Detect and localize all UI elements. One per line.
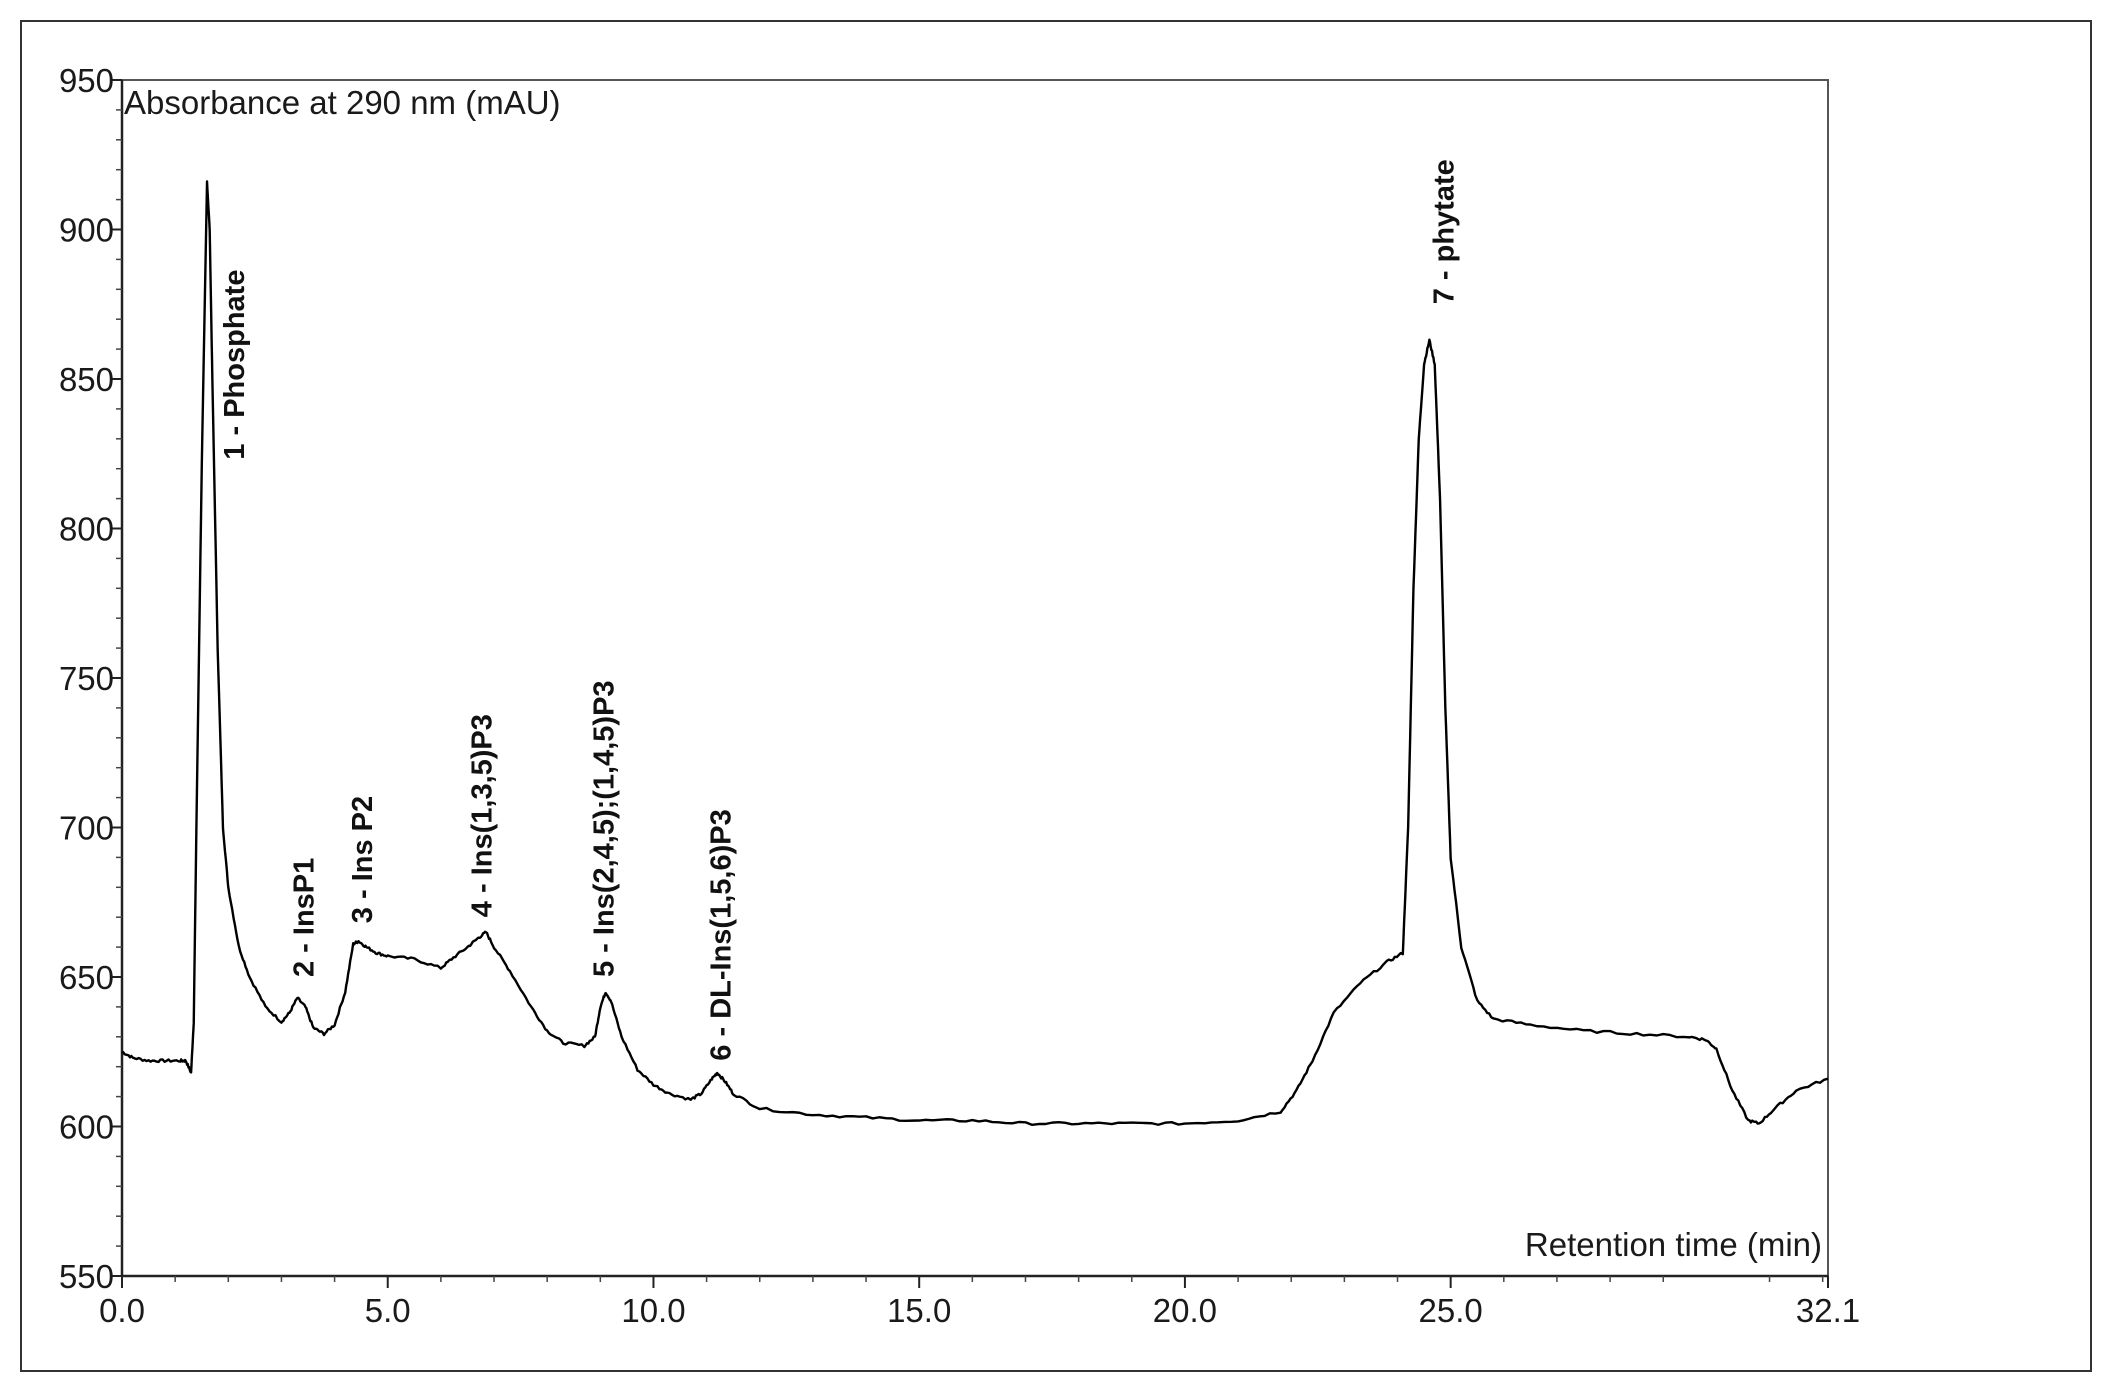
y-tick-label: 900: [59, 212, 114, 249]
y-tick-label: 650: [59, 959, 114, 996]
plot-area: 550 600 650 700 750 800 850 900 950 0.0 5.0 10.0 15.…: [59, 62, 1860, 1329]
x-tick-label: 5.0: [365, 1292, 411, 1329]
peak-label: 4 - Ins(1,3,5)P3: [466, 714, 498, 917]
peak-label: 7 - phytate: [1428, 159, 1460, 304]
y-axis-title: Absorbance at 290 nm (mAU): [124, 84, 561, 121]
figure-frame: [20, 20, 2092, 1372]
y-tick-label: 750: [59, 660, 114, 697]
chromatogram-line: [121, 180, 1829, 1127]
x-tick-label: 10.0: [621, 1292, 685, 1329]
x-tick-label: 25.0: [1419, 1292, 1483, 1329]
peak-label: 3 - Ins P2: [347, 796, 379, 923]
peak-label: 2 - InsP1: [288, 858, 320, 977]
y-tick-label: 700: [59, 810, 114, 847]
y-tick-label: 600: [59, 1109, 114, 1146]
y-tick-label: 850: [59, 361, 114, 398]
x-tick-label: 0.0: [99, 1292, 145, 1329]
y-tick-label: 950: [59, 62, 114, 99]
peak-label: 6 - DL-Ins(1,5,6)P3: [706, 809, 738, 1060]
x-tick-label: 15.0: [887, 1292, 951, 1329]
y-tick-label: 800: [59, 511, 114, 548]
peak-label: 1 - Phosphate: [219, 270, 251, 460]
x-axis-title: Retention time (min): [1525, 1226, 1822, 1263]
plot-border: [121, 79, 1829, 1277]
peak-label: 5 - Ins(2,4,5);(1,4,5)P3: [589, 680, 621, 977]
y-tick-label: 550: [59, 1258, 114, 1295]
x-tick-label: 32.1: [1796, 1292, 1860, 1329]
x-tick-label: 20.0: [1153, 1292, 1217, 1329]
